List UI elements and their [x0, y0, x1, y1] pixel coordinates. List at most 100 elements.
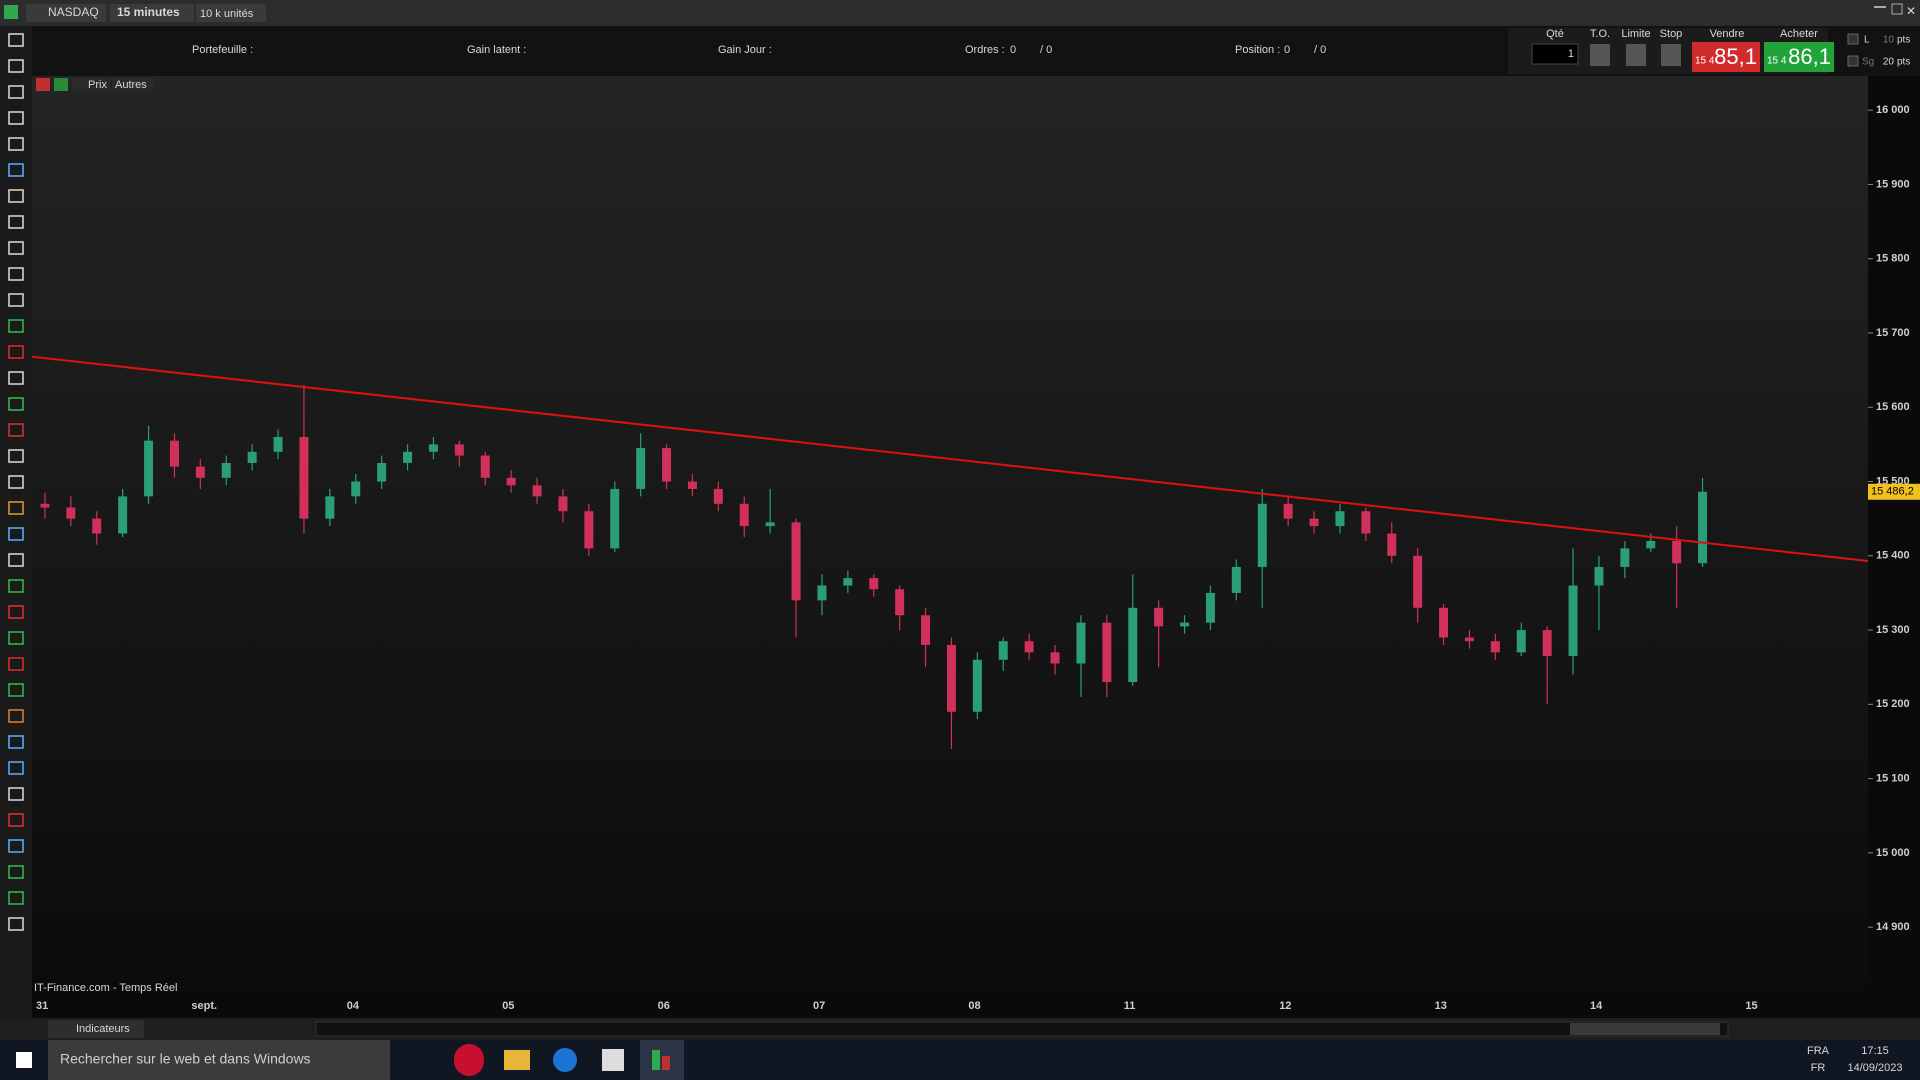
indicators-button[interactable]: [48, 1020, 144, 1038]
tool-icon[interactable]: [8, 345, 24, 359]
tool-icon[interactable]: [8, 813, 24, 827]
tab-other: Autres: [115, 79, 147, 91]
tab[interactable]: [112, 78, 154, 91]
app-icon: [4, 5, 18, 19]
units-select[interactable]: [196, 4, 266, 22]
tool-icon[interactable]: [8, 215, 24, 229]
tool-icon[interactable]: [8, 709, 24, 723]
timeframe-select[interactable]: [110, 4, 194, 22]
scrollbar[interactable]: [315, 1021, 1729, 1037]
tool-icon[interactable]: [8, 267, 24, 281]
tool-icon[interactable]: [8, 449, 24, 463]
tool-icon[interactable]: [8, 865, 24, 879]
sg-checkbox[interactable]: [1847, 55, 1859, 67]
candle-body: [662, 448, 672, 482]
tool-icon[interactable]: [8, 553, 24, 567]
candle-body: [869, 578, 879, 590]
candle-body: [532, 485, 542, 497]
tool-icon[interactable]: [8, 579, 24, 593]
tool-icon[interactable]: [8, 111, 24, 125]
buy-prefix: 15 4: [1767, 56, 1787, 67]
stop-button[interactable]: [1661, 44, 1681, 66]
y-tick-label: 15 200: [1876, 698, 1910, 710]
tab-icon[interactable]: [36, 78, 50, 91]
x-axis-area: [32, 994, 1920, 1018]
tool-icon[interactable]: [8, 319, 24, 333]
sell-button[interactable]: [1692, 42, 1760, 72]
app-icon: [662, 1056, 670, 1070]
candle-body: [1620, 548, 1630, 567]
candle-body: [584, 511, 594, 549]
candle-body: [1102, 622, 1112, 683]
tool-icon[interactable]: [8, 33, 24, 47]
explorer-icon[interactable]: [504, 1050, 530, 1070]
x-tick-label: 07: [813, 1000, 825, 1012]
store-icon[interactable]: [602, 1049, 624, 1071]
candle-body: [739, 503, 749, 527]
tool-icon[interactable]: [8, 605, 24, 619]
scroll-thumb[interactable]: [1570, 1023, 1720, 1035]
qty-input[interactable]: [1531, 43, 1579, 65]
latent-gain: Gain latent :: [467, 44, 526, 56]
tool-icon[interactable]: [8, 761, 24, 775]
opera-icon[interactable]: [454, 1044, 484, 1076]
edge-icon[interactable]: [553, 1048, 577, 1072]
maximize[interactable]: [1891, 3, 1903, 15]
candle-body: [687, 481, 697, 489]
search-box[interactable]: [48, 1040, 390, 1080]
tool-icon[interactable]: [8, 163, 24, 177]
tool-icon[interactable]: [8, 371, 24, 385]
tab[interactable]: [72, 78, 110, 91]
tool-icon[interactable]: [8, 189, 24, 203]
close-icon[interactable]: ✕: [1906, 4, 1916, 18]
left-toolbar: [0, 26, 32, 1040]
instrument: NASDAQ: [48, 5, 99, 19]
sell-price: 85,1: [1714, 44, 1757, 69]
limit-button[interactable]: [1626, 44, 1646, 66]
candle-body: [1387, 533, 1397, 556]
last-price-label: 15 486,2: [1871, 486, 1914, 498]
candle-body: [221, 462, 231, 478]
tool-icon[interactable]: [8, 59, 24, 73]
tool-icon[interactable]: [8, 683, 24, 697]
minimize[interactable]: [1874, 6, 1886, 8]
tool-icon[interactable]: [8, 475, 24, 489]
tab-icon[interactable]: [54, 78, 68, 91]
instrument-select[interactable]: [26, 4, 106, 22]
sell-prefix: 15 4: [1695, 56, 1715, 67]
candle-body: [1309, 518, 1319, 527]
candle-body: [1516, 630, 1526, 653]
candle-body: [299, 436, 309, 519]
orders-total: / 0: [1040, 44, 1052, 56]
candle-body: [92, 518, 102, 534]
x-tick-label: 14: [1590, 1000, 1603, 1012]
tool-icon[interactable]: [8, 85, 24, 99]
tool-icon[interactable]: [8, 631, 24, 645]
tool-icon[interactable]: [8, 735, 24, 749]
sg-label: Sg: [1862, 57, 1874, 68]
candle-body: [1050, 652, 1060, 664]
tool-icon[interactable]: [8, 787, 24, 801]
tool-icon[interactable]: [8, 527, 24, 541]
y-tick-label: 15 800: [1876, 253, 1910, 265]
tool-icon[interactable]: [8, 917, 24, 931]
l-checkbox[interactable]: [1847, 33, 1859, 45]
tool-icon[interactable]: [8, 839, 24, 853]
tool-icon[interactable]: [8, 501, 24, 515]
tool-icon[interactable]: [8, 891, 24, 905]
candle-body: [636, 448, 646, 489]
tool-icon[interactable]: [8, 293, 24, 307]
candle-body: [713, 488, 723, 504]
tool-icon[interactable]: [8, 657, 24, 671]
buy-button[interactable]: [1764, 42, 1834, 72]
to-button[interactable]: [1590, 44, 1610, 66]
tool-icon[interactable]: [8, 137, 24, 151]
tool-icon[interactable]: [8, 241, 24, 255]
candle-body: [610, 488, 620, 549]
windows-button[interactable]: [16, 1052, 32, 1068]
y-tick-label: 15 600: [1876, 401, 1910, 413]
candle-body: [403, 451, 413, 463]
tool-icon[interactable]: [8, 397, 24, 411]
tool-icon[interactable]: [8, 423, 24, 437]
